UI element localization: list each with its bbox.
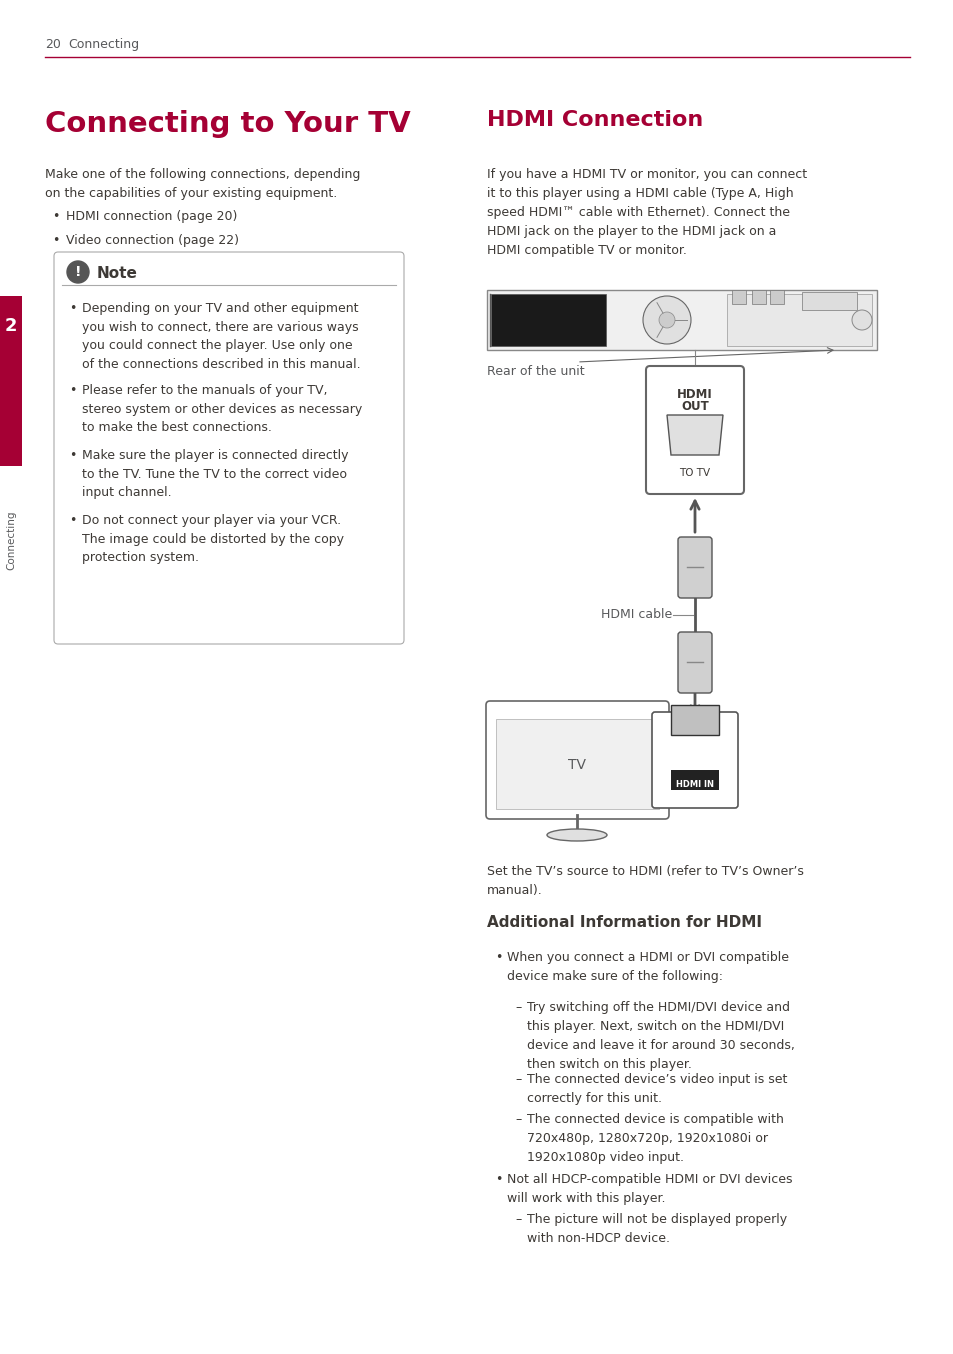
Ellipse shape	[546, 829, 606, 841]
Text: •: •	[495, 1173, 502, 1186]
Text: •: •	[495, 951, 502, 964]
Text: •: •	[69, 450, 76, 462]
Text: The connected device is compatible with
720x480p, 1280x720p, 1920x1080i or
1920x: The connected device is compatible with …	[526, 1113, 783, 1164]
Text: Connecting: Connecting	[68, 38, 139, 51]
FancyBboxPatch shape	[54, 252, 403, 645]
Text: –: –	[515, 1001, 520, 1014]
Text: •: •	[52, 210, 59, 223]
Circle shape	[851, 310, 871, 330]
Text: Additional Information for HDMI: Additional Information for HDMI	[486, 915, 761, 930]
Text: Make one of the following connections, depending
on the capabilities of your exi: Make one of the following connections, d…	[45, 168, 360, 200]
Text: Try switching off the HDMI/DVI device and
this player. Next, switch on the HDMI/: Try switching off the HDMI/DVI device an…	[526, 1001, 794, 1071]
Bar	[769, 290, 783, 305]
Bar	[486, 290, 876, 349]
Bar	[0, 297, 22, 466]
Text: HDMI Connection: HDMI Connection	[486, 110, 702, 130]
Text: When you connect a HDMI or DVI compatible
device make sure of the following:: When you connect a HDMI or DVI compatibl…	[506, 951, 788, 983]
Text: Rear of the unit: Rear of the unit	[486, 366, 584, 378]
Bar	[731, 290, 745, 305]
Text: –: –	[515, 1213, 520, 1225]
Text: HDMI: HDMI	[677, 389, 712, 401]
Bar	[670, 770, 719, 789]
Text: Please refer to the manuals of your TV,
stereo system or other devices as necess: Please refer to the manuals of your TV, …	[82, 385, 362, 435]
Circle shape	[67, 261, 89, 283]
Text: Video connection (page 22): Video connection (page 22)	[66, 234, 239, 246]
FancyBboxPatch shape	[651, 712, 738, 808]
Bar	[670, 705, 719, 735]
Text: Not all HDCP-compatible HDMI or DVI devices
will work with this player.: Not all HDCP-compatible HDMI or DVI devi…	[506, 1173, 792, 1205]
Bar	[496, 719, 659, 808]
Text: Note: Note	[97, 265, 138, 282]
Text: !: !	[74, 265, 81, 279]
Bar	[491, 294, 605, 347]
Text: Set the TV’s source to HDMI (refer to TV’s Owner’s
manual).: Set the TV’s source to HDMI (refer to TV…	[486, 865, 803, 896]
Text: If you have a HDMI TV or monitor, you can connect
it to this player using a HDMI: If you have a HDMI TV or monitor, you ca…	[486, 168, 806, 257]
Text: •: •	[69, 385, 76, 397]
Bar	[726, 294, 871, 347]
Text: TO TV: TO TV	[679, 468, 710, 478]
Text: 20: 20	[45, 38, 61, 51]
Bar	[801, 292, 856, 310]
FancyBboxPatch shape	[485, 701, 668, 819]
Text: OUT: OUT	[680, 399, 708, 413]
Text: 2: 2	[5, 317, 17, 334]
FancyBboxPatch shape	[678, 632, 711, 693]
Bar	[751, 290, 765, 305]
Text: HDMI cable: HDMI cable	[600, 608, 671, 621]
Text: Do not connect your player via your VCR.
The image could be distorted by the cop: Do not connect your player via your VCR.…	[82, 515, 344, 565]
Text: HDMI IN: HDMI IN	[676, 780, 713, 789]
Text: TV: TV	[567, 758, 585, 772]
Text: Make sure the player is connected directly
to the TV. Tune the TV to the correct: Make sure the player is connected direct…	[82, 450, 348, 500]
Text: •: •	[69, 515, 76, 527]
Text: Depending on your TV and other equipment
you wish to connect, there are various : Depending on your TV and other equipment…	[82, 302, 360, 371]
Circle shape	[642, 297, 690, 344]
Text: –: –	[515, 1113, 520, 1127]
FancyBboxPatch shape	[678, 538, 711, 598]
Polygon shape	[666, 414, 722, 455]
Text: The connected device’s video input is set
correctly for this unit.: The connected device’s video input is se…	[526, 1072, 786, 1105]
Text: •: •	[52, 234, 59, 246]
Text: Connecting: Connecting	[6, 510, 16, 570]
Text: Connecting to Your TV: Connecting to Your TV	[45, 110, 410, 138]
FancyBboxPatch shape	[645, 366, 743, 494]
Text: –: –	[515, 1072, 520, 1086]
Text: HDMI connection (page 20): HDMI connection (page 20)	[66, 210, 237, 223]
Text: The picture will not be displayed properly
with non-HDCP device.: The picture will not be displayed proper…	[526, 1213, 786, 1244]
Circle shape	[659, 311, 675, 328]
Text: •: •	[69, 302, 76, 315]
